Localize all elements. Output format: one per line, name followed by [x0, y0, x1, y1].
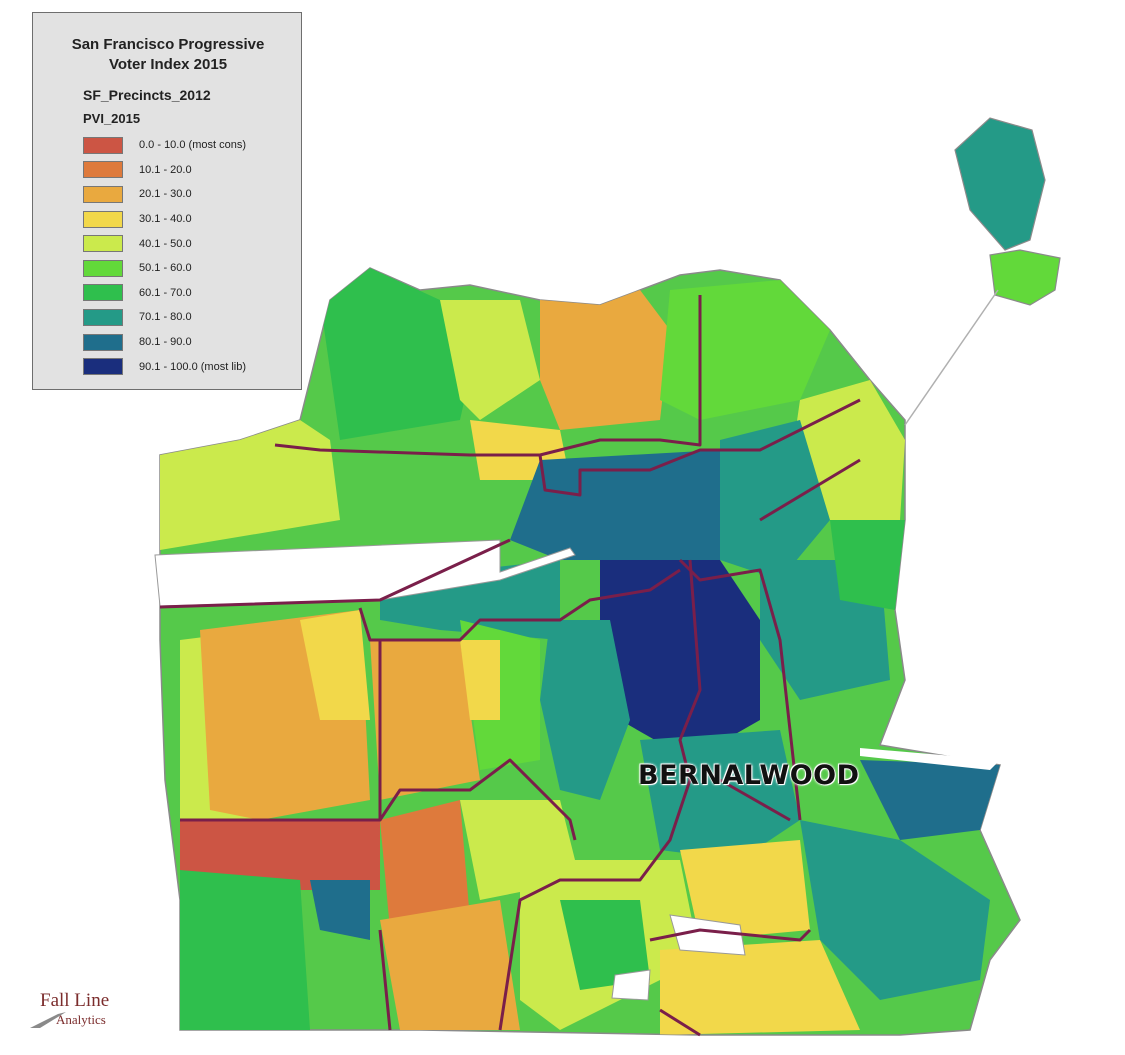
region-forest-hill	[460, 640, 500, 720]
legend-title-line1: San Francisco Progressive	[71, 36, 265, 53]
legend-class-label: 10.1 - 20.0	[139, 163, 192, 176]
legend-swatch	[83, 161, 123, 179]
region-bernal	[640, 730, 800, 860]
heron-point-strip	[860, 748, 1000, 770]
region-presidio	[320, 268, 480, 440]
legend-swatch	[83, 235, 123, 253]
legend-title-line2: Voter Index 2015	[108, 56, 228, 73]
legend-field-name: PVI_2015	[83, 111, 141, 126]
bernalwood-label: BERNALWOOD	[638, 760, 860, 791]
mclaren-park	[669, 914, 746, 956]
region-bayview-east	[860, 760, 1000, 840]
region-oceanview	[380, 900, 520, 1030]
legend-class-item: 0.0 - 10.0 (most cons)	[83, 133, 246, 158]
region-dogpatch	[830, 520, 905, 610]
treasure-island	[954, 117, 1046, 251]
legend-class-item: 50.1 - 60.0	[83, 256, 246, 281]
region-northbeach	[660, 280, 830, 420]
legend-class-item: 20.1 - 30.0	[83, 182, 246, 207]
region-crocker	[560, 900, 650, 990]
legend-layer-name: SF_Precincts_2012	[83, 87, 211, 103]
yerba-buena-island	[989, 249, 1061, 306]
region-seacliff	[440, 300, 540, 420]
region-stonestown	[380, 800, 470, 930]
region-marina	[540, 290, 670, 430]
region-visitacion	[660, 940, 860, 1035]
legend-class-item: 90.1 - 100.0 (most lib)	[83, 354, 246, 379]
legend-class-item: 70.1 - 80.0	[83, 305, 246, 330]
legend-class-label: 30.1 - 40.0	[139, 213, 192, 226]
legend-class-label: 50.1 - 60.0	[139, 262, 192, 275]
legend-swatch	[83, 259, 123, 277]
region-sunset-inner	[300, 610, 370, 720]
region-lakeshore-patch	[310, 880, 370, 940]
legend-class-label: 40.1 - 50.0	[139, 237, 192, 250]
legend-class-item: 80.1 - 90.0	[83, 330, 246, 355]
region-parkmerced	[180, 820, 380, 890]
legend-swatch	[83, 284, 123, 302]
region-soma	[720, 420, 830, 580]
logo-line2: Analytics	[56, 1012, 106, 1027]
map-legend: San Francisco Progressive Voter Index 20…	[32, 12, 302, 390]
legend-class-item: 60.1 - 70.0	[83, 281, 246, 306]
region-twinpeaks-west	[370, 640, 480, 800]
legend-swatch	[83, 333, 123, 351]
region-lakeshore	[180, 870, 310, 1030]
legend-class-label: 0.0 - 10.0 (most cons)	[139, 139, 246, 152]
park-small	[611, 969, 651, 1001]
legend-swatch	[83, 185, 123, 203]
legend-class-item: 40.1 - 50.0	[83, 231, 246, 256]
logo-line1: Fall Line	[40, 990, 110, 1011]
legend-class-list: 0.0 - 10.0 (most cons) 10.1 - 20.0 20.1 …	[83, 133, 246, 379]
region-western-addition	[510, 450, 720, 560]
region-noe	[540, 620, 630, 800]
legend-class-item: 30.1 - 40.0	[83, 207, 246, 232]
region-bayview	[800, 820, 990, 1000]
legend-swatch	[83, 308, 123, 326]
legend-class-label: 20.1 - 30.0	[139, 188, 192, 201]
legend-class-label: 90.1 - 100.0 (most lib)	[139, 360, 246, 373]
region-richmond	[160, 420, 340, 550]
legend-class-item: 10.1 - 20.0	[83, 158, 246, 183]
district-boundaries	[159, 295, 861, 1037]
region-mission	[600, 560, 760, 760]
region-portola	[680, 840, 810, 940]
legend-swatch	[83, 136, 123, 154]
legend-title: San Francisco Progressive Voter Index 20…	[33, 35, 303, 75]
logo-swoosh-icon	[30, 1012, 66, 1028]
bay-bridge	[904, 289, 999, 426]
legend-class-label: 70.1 - 80.0	[139, 311, 192, 324]
legend-class-label: 60.1 - 70.0	[139, 286, 192, 299]
legend-swatch	[83, 358, 123, 376]
legend-class-label: 80.1 - 90.0	[139, 336, 192, 349]
legend-swatch	[83, 210, 123, 228]
fall-line-analytics-logo: Fall Line Analytics	[28, 990, 138, 1038]
